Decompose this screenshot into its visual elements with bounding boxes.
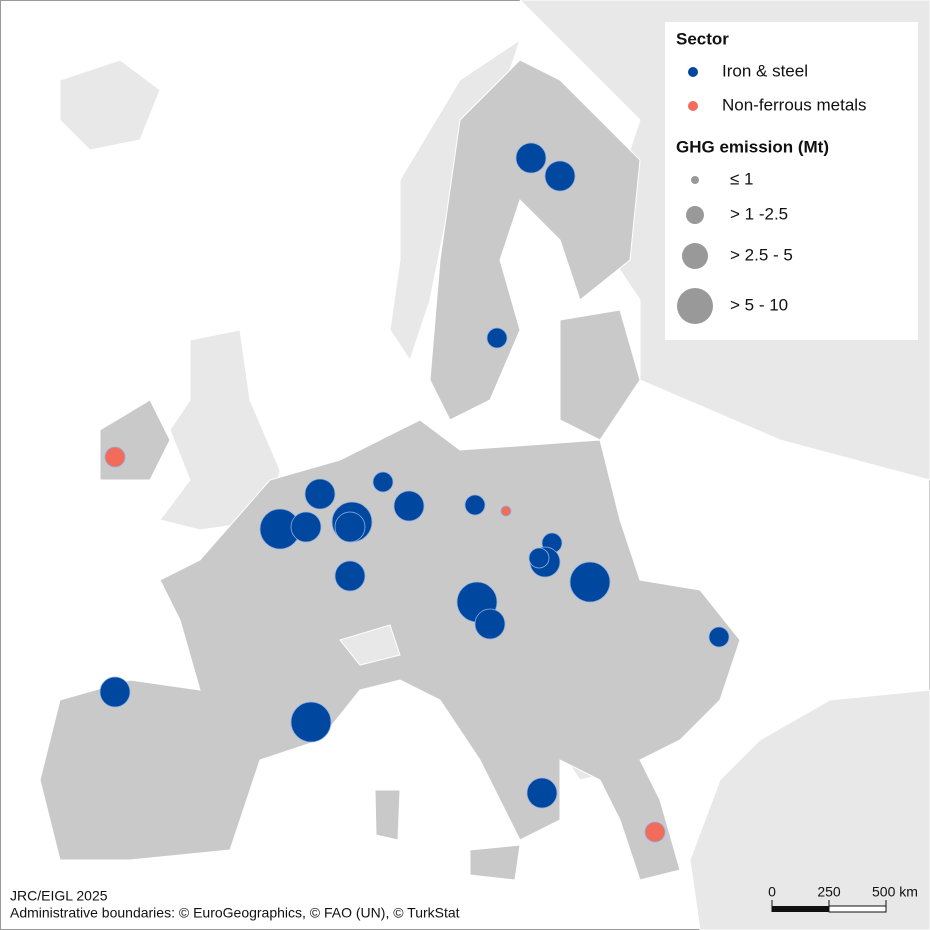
legend-swatch bbox=[688, 67, 698, 77]
scale-bar bbox=[772, 906, 829, 912]
attribution: Administrative boundaries: © EuroGeograp… bbox=[10, 905, 460, 921]
legend-size bbox=[677, 288, 713, 324]
scale-label: 500 km bbox=[872, 884, 918, 900]
baltics bbox=[559, 309, 641, 441]
legend-label: > 5 - 10 bbox=[730, 295, 788, 314]
facility-marker bbox=[464, 494, 486, 516]
facility-marker bbox=[486, 327, 508, 349]
facility-marker bbox=[474, 608, 506, 640]
facility-marker bbox=[526, 777, 558, 809]
facility-marker bbox=[290, 701, 332, 743]
facility-marker bbox=[334, 511, 366, 543]
legend-title: Sector bbox=[676, 29, 729, 48]
facility-marker bbox=[515, 142, 547, 174]
legend-size bbox=[682, 243, 708, 269]
legend-label: Iron & steel bbox=[722, 61, 808, 80]
great-britain bbox=[159, 329, 281, 531]
facility-marker bbox=[290, 511, 322, 543]
legend-label: > 2.5 - 5 bbox=[730, 245, 793, 264]
facility-marker bbox=[569, 561, 611, 603]
legend-title: GHG emission (Mt) bbox=[676, 137, 829, 156]
switzerland bbox=[339, 624, 401, 666]
sardinia bbox=[374, 789, 401, 841]
legend-label: ≤ 1 bbox=[730, 169, 754, 188]
nordic-eu bbox=[429, 59, 641, 421]
legend-label: Non-ferrous metals bbox=[722, 95, 867, 114]
facility-marker bbox=[99, 676, 131, 708]
legend-size bbox=[691, 176, 699, 184]
legend-swatch bbox=[688, 101, 698, 111]
legend-label: > 1 -2.5 bbox=[730, 204, 788, 223]
scale-bar bbox=[828, 905, 887, 913]
facility-marker bbox=[104, 446, 126, 468]
source: JRC/EIGL 2025 bbox=[10, 888, 108, 904]
facility-marker bbox=[544, 160, 576, 192]
scale-label: 0 bbox=[768, 884, 776, 900]
sicily bbox=[469, 844, 521, 881]
facility-marker bbox=[393, 490, 425, 522]
facility-marker bbox=[644, 821, 666, 843]
facility-marker bbox=[304, 478, 336, 510]
iceland bbox=[59, 59, 161, 151]
facility-marker bbox=[528, 547, 550, 569]
facilities bbox=[99, 142, 730, 843]
scale-label: 250 bbox=[817, 884, 841, 900]
legend-size bbox=[686, 206, 704, 224]
facility-marker bbox=[500, 505, 512, 517]
facility-marker bbox=[372, 471, 394, 493]
legend-box bbox=[665, 22, 918, 340]
facility-marker bbox=[334, 560, 366, 592]
facility-marker bbox=[708, 626, 730, 648]
